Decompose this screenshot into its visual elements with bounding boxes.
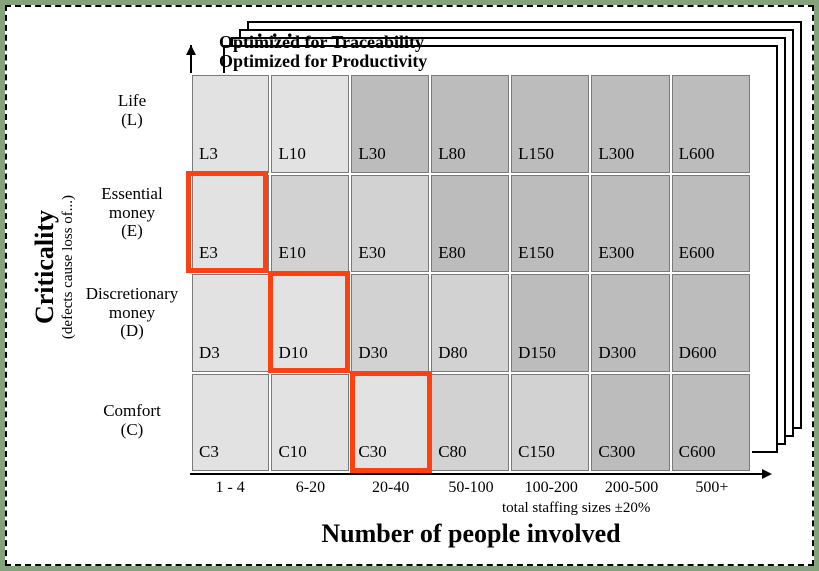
grid-cell: C3 [192, 374, 269, 472]
row-label-discretionary: Discretionarymoney(D) [77, 285, 187, 341]
grid-cell: D600 [672, 274, 750, 372]
grid-cell: D80 [431, 274, 509, 372]
column-label: 200-500 [591, 479, 671, 497]
stack-label-traceability: Optimized for Traceability [219, 32, 424, 53]
grid-cell: L300 [591, 75, 669, 173]
grid-cell: D3 [192, 274, 269, 372]
column-labels: 1 - 46-2020-4050-100100-200200-500500+ [190, 479, 752, 497]
grid-cell: E30 [351, 175, 429, 273]
grid-cell: C30 [351, 374, 429, 472]
grid-cell: C300 [591, 374, 669, 472]
grid-cell: L10 [271, 75, 349, 173]
grid-cell: D10 [271, 274, 349, 372]
grid-cell: L150 [511, 75, 589, 173]
y-axis-title: Criticality (defects cause loss of...) [30, 137, 77, 397]
column-label: 20-40 [351, 479, 431, 497]
x-axis-title: Number of people involved [190, 519, 752, 549]
grid-cell: E150 [511, 175, 589, 273]
grid-cell: E3 [192, 175, 269, 273]
y-axis-title-sub: (defects cause loss of...) [60, 137, 77, 397]
grid-cell: C600 [672, 374, 750, 472]
x-axis-arrow [190, 473, 770, 475]
row-label-life: Life(L) [77, 92, 187, 129]
grid-cell: L3 [192, 75, 269, 173]
grid-cell: L600 [672, 75, 750, 173]
grid-cell: D30 [351, 274, 429, 372]
grid-cell: C150 [511, 374, 589, 472]
grid-cell: E10 [271, 175, 349, 273]
grid-cell: C80 [431, 374, 509, 472]
grid-cell: E80 [431, 175, 509, 273]
stack-label-productivity: Optimized for Productivity [219, 51, 427, 72]
column-label: 50-100 [431, 479, 511, 497]
grid-cell: L30 [351, 75, 429, 173]
grid-cell: E300 [591, 175, 669, 273]
grid-cell: L80 [431, 75, 509, 173]
grid-cell: D300 [591, 274, 669, 372]
column-label: 100-200 [511, 479, 591, 497]
grid-cell: D150 [511, 274, 589, 372]
column-label: 1 - 4 [190, 479, 270, 497]
row-label-comfort: Comfort(C) [77, 402, 187, 439]
grid-cell: E600 [672, 175, 750, 273]
x-axis-subtitle: total staffing sizes ±20% [502, 500, 650, 517]
column-label: 6-20 [270, 479, 350, 497]
row-label-essential: Essentialmoney(E) [77, 185, 187, 241]
y-axis-title-main: Criticality [30, 210, 59, 324]
column-label: 500+ [672, 479, 752, 497]
grid-cell: C10 [271, 374, 349, 472]
criticality-grid: L3L10L30L80L150L300L600 E3E10E30E80E150E3… [190, 73, 752, 473]
figure-frame: . . . Optimized for Traceability Optimiz… [5, 5, 814, 566]
